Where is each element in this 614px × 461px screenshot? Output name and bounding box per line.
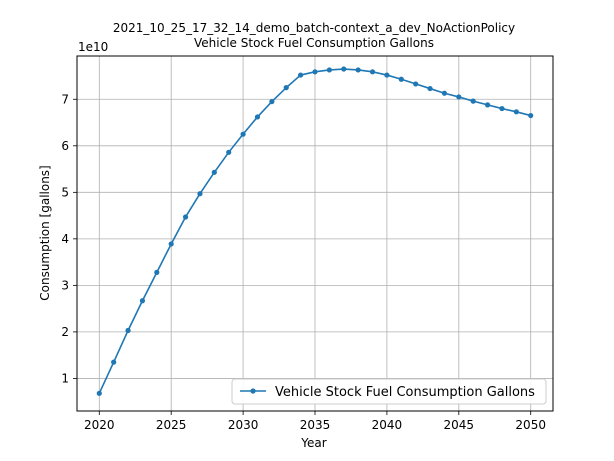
data-point bbox=[254, 114, 261, 120]
data-point bbox=[96, 390, 102, 396]
data-point bbox=[513, 109, 519, 115]
data-point bbox=[528, 112, 534, 119]
data-point bbox=[240, 131, 246, 137]
chart-title-line2: Vehicle Stock Fuel Consumption Gallons bbox=[194, 36, 434, 50]
data-point bbox=[384, 72, 390, 78]
data-point bbox=[413, 81, 419, 87]
data-point bbox=[298, 72, 304, 78]
legend-box bbox=[231, 378, 547, 405]
data-point bbox=[154, 269, 160, 275]
data-point bbox=[398, 76, 404, 82]
x-tick-label: 2045 bbox=[444, 418, 475, 432]
data-point bbox=[326, 67, 332, 73]
data-point bbox=[197, 191, 203, 197]
y-tick-label: 7 bbox=[61, 92, 69, 106]
y-tick-label: 3 bbox=[61, 278, 69, 292]
data-point bbox=[111, 359, 117, 365]
data-point bbox=[355, 67, 361, 73]
x-axis-label: Year bbox=[300, 436, 326, 450]
data-point bbox=[269, 98, 275, 105]
x-tick-label: 2030 bbox=[228, 418, 259, 432]
legend-marker bbox=[250, 388, 256, 394]
legend-entry-label: Vehicle Stock Fuel Consumption Gallons bbox=[275, 385, 535, 400]
data-point bbox=[369, 69, 376, 75]
x-tick-label: 2020 bbox=[84, 418, 115, 432]
data-point bbox=[456, 94, 462, 100]
series-group bbox=[96, 66, 534, 396]
x-tick-label: 2050 bbox=[515, 418, 546, 432]
y-tick-label: 4 bbox=[61, 232, 69, 246]
data-point bbox=[182, 214, 189, 220]
data-point bbox=[211, 169, 217, 175]
chart-title-line1: 2021_10_25_17_32_14_demo_batch-context_a… bbox=[113, 21, 515, 35]
data-point bbox=[125, 327, 131, 334]
y-tick-label: 1 bbox=[61, 371, 69, 385]
data-point bbox=[139, 298, 146, 304]
data-point bbox=[168, 241, 174, 247]
data-point bbox=[470, 98, 476, 104]
plot-frame bbox=[76, 55, 554, 412]
y-tick-label: 2 bbox=[61, 325, 69, 339]
y-axis-label: Consumption [gallons] bbox=[38, 165, 52, 301]
x-tick-label: 2025 bbox=[156, 418, 187, 432]
grid-lines bbox=[77, 56, 553, 411]
data-point bbox=[441, 90, 448, 96]
legend: Vehicle Stock Fuel Consumption Gallons bbox=[231, 378, 547, 405]
x-tick-label: 2035 bbox=[300, 418, 331, 432]
data-point bbox=[341, 66, 347, 72]
y-offset-label: 1e10 bbox=[78, 40, 108, 54]
x-tick-label: 2040 bbox=[372, 418, 403, 432]
data-point bbox=[226, 149, 232, 155]
axis-ticks: 2020 2025 2030 2035 2040 2045 2050 1 2 3 4 5 6 7 bbox=[61, 92, 546, 432]
data-point bbox=[499, 105, 505, 112]
data-point bbox=[427, 85, 433, 92]
y-tick-label: 6 bbox=[61, 139, 69, 153]
data-point bbox=[283, 85, 289, 91]
data-point bbox=[484, 102, 491, 108]
y-tick-label: 5 bbox=[61, 185, 69, 199]
data-point bbox=[312, 69, 318, 75]
